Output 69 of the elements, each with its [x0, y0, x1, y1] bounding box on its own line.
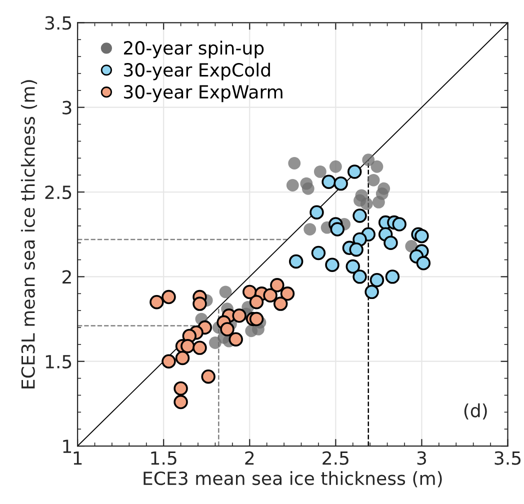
point [352, 208, 367, 223]
legend-label: 30-year ExpWarm [124, 85, 282, 102]
point [288, 254, 304, 269]
point [364, 284, 379, 300]
point [288, 157, 301, 170]
x-axis-title: ECE3 mean sea ice thickness (m) [144, 471, 442, 488]
x-tick-label: 3.5 [494, 451, 521, 465]
y-tick-label: 1.5 [46, 355, 72, 368]
legend-label: 30-year ExpCold [124, 62, 270, 80]
point [162, 354, 176, 368]
point [192, 340, 207, 355]
y-tick-label: 1 [63, 440, 72, 453]
point [367, 174, 380, 186]
y-tick-label: 3.5 [45, 16, 72, 30]
point [346, 259, 360, 274]
point [322, 174, 336, 189]
point [175, 350, 190, 366]
point [232, 308, 246, 323]
point [228, 332, 243, 346]
point [174, 394, 188, 410]
point [273, 296, 288, 311]
x-tick-label: 2.5 [322, 451, 348, 465]
point [162, 290, 176, 304]
point [270, 278, 284, 292]
point [263, 288, 278, 302]
x-tick-label: 2 [245, 451, 254, 465]
y-tick-label: 2 [62, 270, 71, 284]
point [352, 270, 367, 284]
point [370, 272, 384, 288]
y-tick-label: 2.5 [45, 185, 72, 200]
point [370, 160, 384, 173]
point [330, 222, 345, 236]
x-tick-label: 3 [417, 451, 426, 465]
y-tick-label: 3 [62, 100, 72, 114]
point [304, 223, 316, 236]
point [219, 286, 232, 298]
point [150, 294, 164, 310]
legend-label: 20-year spin-up [124, 40, 264, 58]
point [334, 176, 348, 191]
point [414, 228, 429, 244]
point [249, 312, 264, 326]
point [286, 179, 299, 192]
point [360, 198, 373, 210]
point [372, 196, 385, 208]
point [416, 256, 431, 270]
y-axis-title: ECE3L mean sea ice thickness (m) [20, 80, 38, 388]
point [362, 154, 375, 166]
point [329, 160, 342, 173]
point [180, 339, 195, 354]
annotation: (d) [464, 403, 487, 420]
point [385, 270, 400, 284]
point [347, 164, 362, 179]
point [314, 165, 326, 178]
point [302, 182, 314, 195]
point [209, 336, 222, 349]
x-tick-label: 1.5 [151, 451, 176, 465]
point [220, 322, 234, 336]
point [174, 381, 188, 396]
point [325, 258, 340, 272]
point [349, 242, 364, 257]
point [201, 369, 216, 384]
point [392, 217, 406, 232]
point [311, 246, 326, 260]
point [384, 236, 398, 250]
point [192, 296, 207, 311]
point [280, 286, 295, 301]
point [310, 205, 324, 220]
point [249, 294, 264, 310]
x-tick-label: 1 [74, 451, 82, 465]
